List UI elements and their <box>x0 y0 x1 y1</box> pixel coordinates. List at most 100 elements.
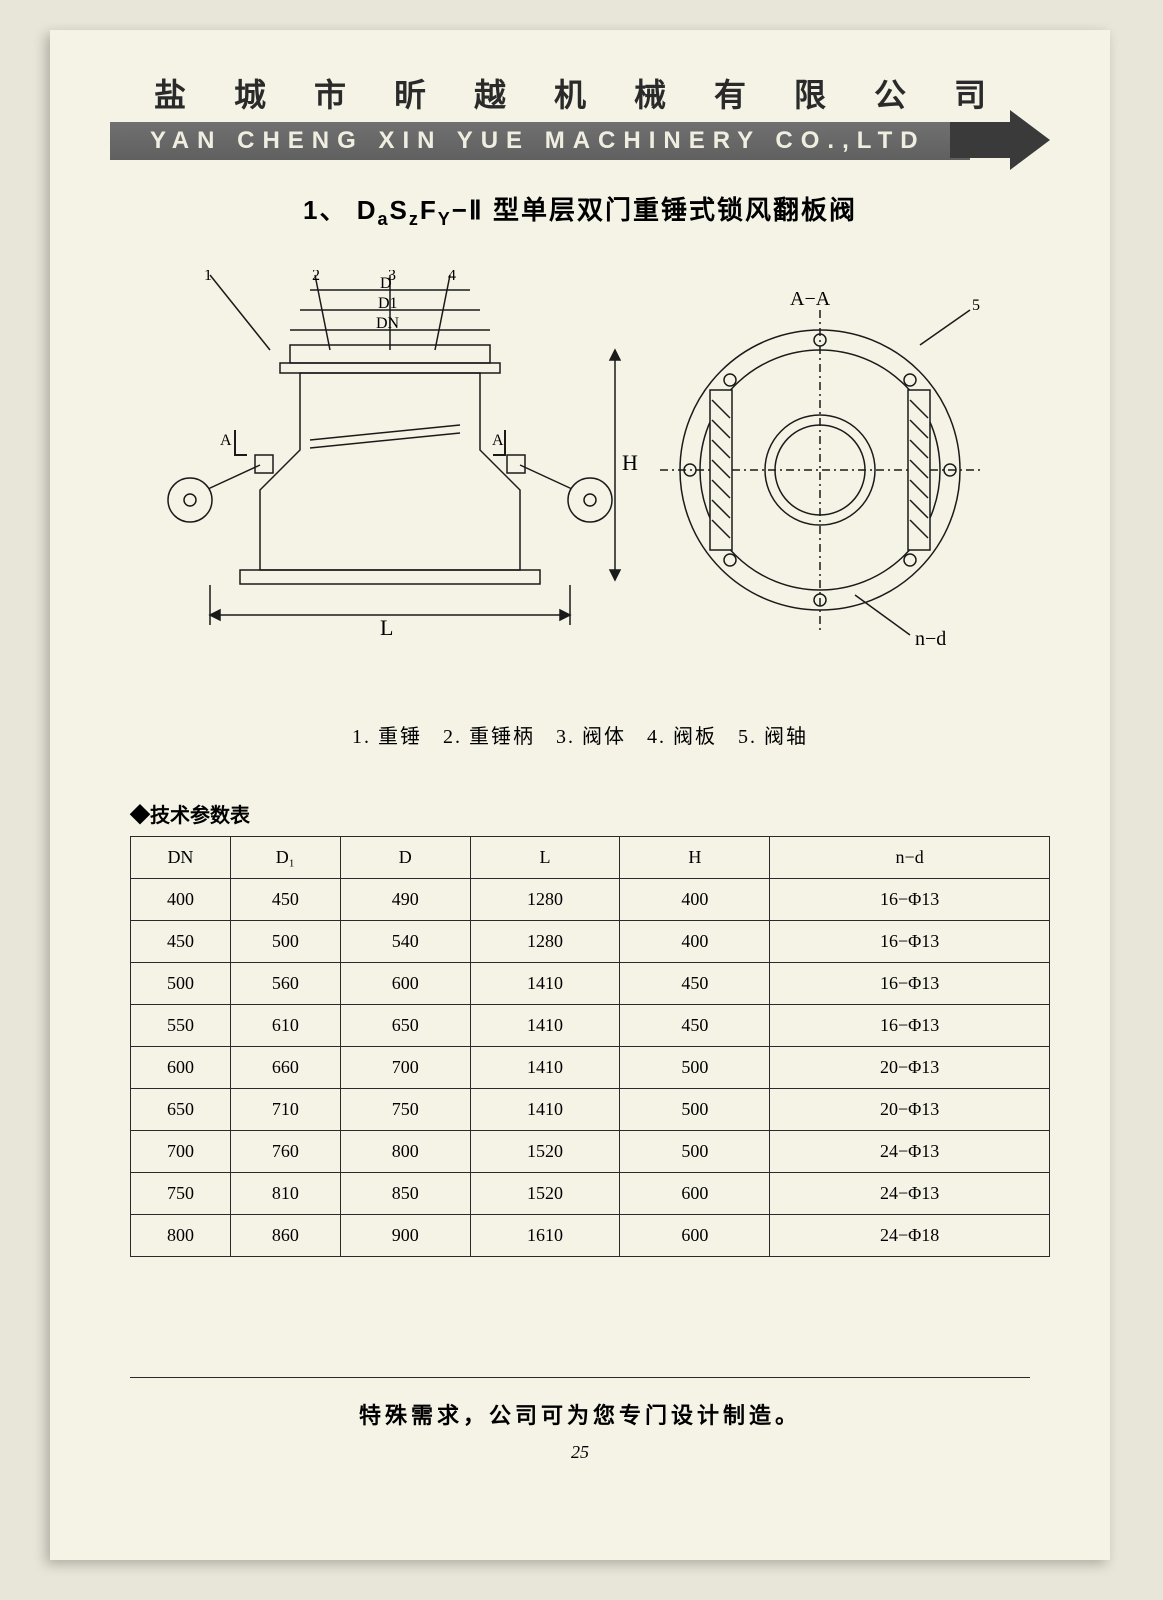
table-cell: 500 <box>620 1089 770 1131</box>
part-2: 2. 重锤柄 <box>443 726 535 748</box>
table-cell: 1520 <box>470 1173 620 1215</box>
svg-text:5: 5 <box>972 297 980 314</box>
table-cell: 750 <box>340 1089 470 1131</box>
product-number: 1、 <box>303 195 347 225</box>
svg-text:1: 1 <box>204 270 212 284</box>
table-row: 750810850152060024−Φ13 <box>131 1173 1050 1215</box>
part-4: 4. 阀板 <box>647 726 717 748</box>
table-row: 600660700141050020−Φ13 <box>131 1047 1050 1089</box>
table-cell: 650 <box>131 1089 231 1131</box>
svg-text:4: 4 <box>448 270 456 284</box>
table-cell: 500 <box>230 921 340 963</box>
model-s: S <box>390 195 409 225</box>
table-cell: 1280 <box>470 921 620 963</box>
col-d1: D₁ <box>230 837 340 879</box>
company-name-en: YAN CHENG XIN YUE MACHINERY CO.,LTD <box>150 127 926 155</box>
col-h: H <box>620 837 770 879</box>
col-nd: n−d <box>770 837 1050 879</box>
spec-table: DN D₁ D L H n−d 400450490128040016−Φ1345… <box>130 836 1050 1257</box>
page-number: 25 <box>110 1442 1050 1463</box>
model-sub-y: Y <box>438 209 452 229</box>
table-cell: 700 <box>131 1131 231 1173</box>
table-row: 500560600141045016−Φ13 <box>131 963 1050 1005</box>
table-cell: 24−Φ13 <box>770 1173 1050 1215</box>
table-cell: 450 <box>230 879 340 921</box>
table-row: 800860900161060024−Φ18 <box>131 1215 1050 1257</box>
table-cell: 24−Φ13 <box>770 1131 1050 1173</box>
table-cell: 600 <box>620 1215 770 1257</box>
table-cell: 850 <box>340 1173 470 1215</box>
table-cell: 1610 <box>470 1215 620 1257</box>
banner-bar: YAN CHENG XIN YUE MACHINERY CO.,LTD <box>110 122 970 160</box>
part-3: 3. 阀体 <box>556 726 626 748</box>
svg-text:DN: DN <box>376 315 400 332</box>
table-cell: 500 <box>620 1047 770 1089</box>
table-cell: 1520 <box>470 1131 620 1173</box>
part-5: 5. 阀轴 <box>738 726 808 748</box>
table-cell: 900 <box>340 1215 470 1257</box>
table-cell: 450 <box>131 921 231 963</box>
table-cell: 16−Φ13 <box>770 1005 1050 1047</box>
table-cell: 600 <box>131 1047 231 1089</box>
parts-legend: 1. 重锤 2. 重锤柄 3. 阀体 4. 阀板 5. 阀轴 <box>110 720 1050 749</box>
table-cell: 490 <box>340 879 470 921</box>
svg-text:A: A <box>492 432 504 449</box>
svg-text:D: D <box>380 275 392 292</box>
table-cell: 450 <box>620 1005 770 1047</box>
table-row: 650710750141050020−Φ13 <box>131 1089 1050 1131</box>
product-title: 1、 DaSzFY−Ⅱ 型单层双门重锤式锁风翻板阀 <box>110 190 1050 230</box>
table-cell: 540 <box>340 921 470 963</box>
table-cell: 750 <box>131 1173 231 1215</box>
table-header-row: DN D₁ D L H n−d <box>131 837 1050 879</box>
title-suffix: 型单层双门重锤式锁风翻板阀 <box>493 195 857 225</box>
table-cell: 700 <box>340 1047 470 1089</box>
table-cell: 800 <box>340 1131 470 1173</box>
table-cell: 710 <box>230 1089 340 1131</box>
elevation-diagram: 1 2 3 4 D D1 DN A A L H <box>140 270 640 650</box>
model-sub-z: z <box>409 209 420 229</box>
table-cell: 600 <box>340 963 470 1005</box>
model-suffix: −Ⅱ <box>452 195 484 225</box>
company-banner: YAN CHENG XIN YUE MACHINERY CO.,LTD <box>110 122 1050 160</box>
table-cell: 550 <box>131 1005 231 1047</box>
model-d: D <box>357 195 378 225</box>
table-cell: 860 <box>230 1215 340 1257</box>
table-cell: 20−Φ13 <box>770 1047 1050 1089</box>
table-cell: 20−Φ13 <box>770 1089 1050 1131</box>
section-diagram: A−A 5 n−d <box>620 290 1020 650</box>
table-cell: 500 <box>620 1131 770 1173</box>
table-cell: 16−Φ13 <box>770 963 1050 1005</box>
table-row: 550610650141045016−Φ13 <box>131 1005 1050 1047</box>
svg-text:n−d: n−d <box>915 628 946 650</box>
footer-divider <box>130 1377 1030 1378</box>
company-name-cn: 盐 城 市 昕 越 机 械 有 限 公 司 <box>110 70 1050 116</box>
table-cell: 400 <box>620 879 770 921</box>
table-cell: 500 <box>131 963 231 1005</box>
arrow-icon <box>950 110 1050 170</box>
footer-text: 特殊需求，公司可为您专门设计制造。 <box>110 1398 1050 1430</box>
svg-text:2: 2 <box>312 270 320 284</box>
col-l: L <box>470 837 620 879</box>
svg-text:A: A <box>220 432 232 449</box>
table-cell: 1410 <box>470 963 620 1005</box>
col-d: D <box>340 837 470 879</box>
document-page: 盐 城 市 昕 越 机 械 有 限 公 司 YAN CHENG XIN YUE … <box>50 30 1110 1560</box>
table-cell: 400 <box>620 921 770 963</box>
table-row: 450500540128040016−Φ13 <box>131 921 1050 963</box>
model-sub-a: a <box>377 209 389 229</box>
table-cell: 400 <box>131 879 231 921</box>
table-cell: 1410 <box>470 1005 620 1047</box>
table-row: 400450490128040016−Φ13 <box>131 879 1050 921</box>
table-cell: 1280 <box>470 879 620 921</box>
table-title: ◆技术参数表 <box>130 799 1050 828</box>
table-cell: 560 <box>230 963 340 1005</box>
table-cell: 600 <box>620 1173 770 1215</box>
diagram-area: 1 2 3 4 D D1 DN A A L H <box>130 270 1030 690</box>
table-cell: 16−Φ13 <box>770 921 1050 963</box>
table-cell: 16−Φ13 <box>770 879 1050 921</box>
table-cell: 24−Φ18 <box>770 1215 1050 1257</box>
table-cell: 800 <box>131 1215 231 1257</box>
svg-text:A−A: A−A <box>790 290 831 310</box>
table-cell: 810 <box>230 1173 340 1215</box>
table-cell: 1410 <box>470 1089 620 1131</box>
